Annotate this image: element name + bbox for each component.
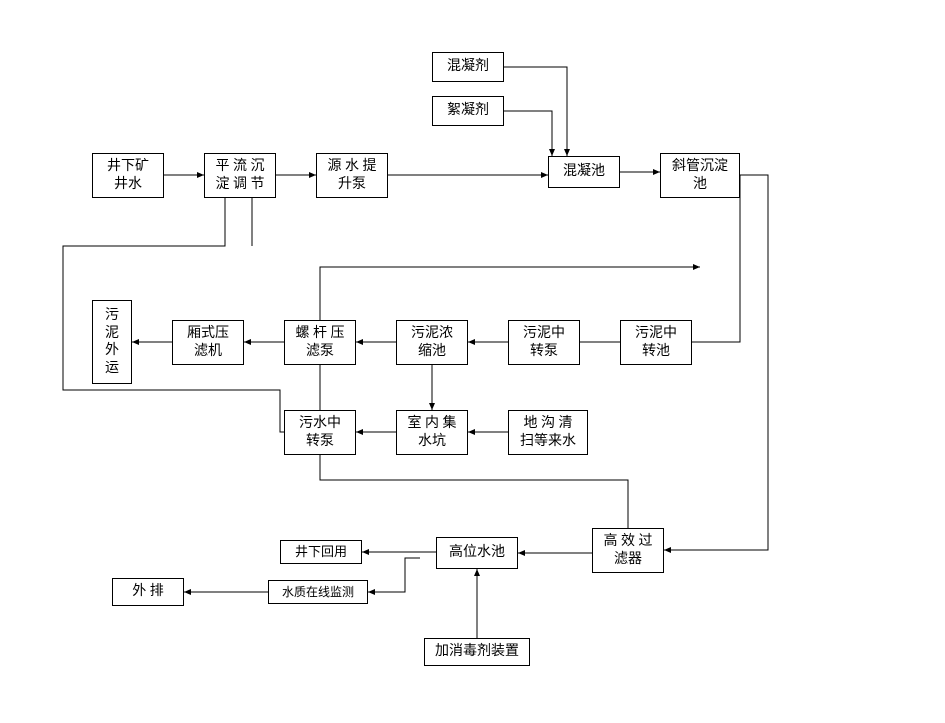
node-flocculant: 絮凝剂 xyxy=(432,96,504,126)
edge-20 xyxy=(368,558,420,592)
edge-1 xyxy=(504,111,552,156)
edge-7 xyxy=(692,175,740,342)
node-mix_tank: 混凝池 xyxy=(548,156,620,188)
edge-17 xyxy=(320,455,628,528)
node-disinfect: 加消毒剂装置 xyxy=(424,638,530,666)
node-sludge_thick: 污泥浓 缩池 xyxy=(396,320,468,365)
node-ditch_water: 地 沟 清 扫等来水 xyxy=(508,410,588,455)
node-wq_monitor: 水质在线监测 xyxy=(268,580,368,604)
node-well_reuse: 井下回用 xyxy=(280,540,362,564)
node-lift_pump: 源 水 提 升泵 xyxy=(316,153,388,198)
flowchart-canvas: 混凝剂絮凝剂井下矿 井水平 流 沉 淀 调 节源 水 提 升泵 混凝池 斜管沉淀 池… xyxy=(0,0,945,723)
node-sludge_tank: 污泥中 转池 xyxy=(620,320,692,365)
node-sludge_out: 污 泥 外 运 xyxy=(92,300,132,384)
node-horiz_sed: 平 流 沉 淀 调 节 xyxy=(204,153,276,198)
node-sludge_pump: 污泥中 转泵 xyxy=(508,320,580,365)
node-tube_sed: 斜管沉淀 池 xyxy=(660,153,740,198)
edge-0 xyxy=(504,67,567,156)
node-high_filter: 高 效 过 滤器 xyxy=(592,528,664,573)
node-discharge: 外 排 xyxy=(112,578,184,606)
node-high_tank: 高位水池 xyxy=(436,537,518,569)
node-screw_pump: 螺 杆 压 滤泵 xyxy=(284,320,356,365)
node-coagulant: 混凝剂 xyxy=(432,52,504,82)
node-sew_pump: 污水中 转泵 xyxy=(284,410,356,455)
node-box_filter: 厢式压 滤机 xyxy=(172,320,244,365)
node-mine_water: 井下矿 井水 xyxy=(92,153,164,198)
node-indoor_pit: 室 内 集 水坑 xyxy=(396,410,468,455)
